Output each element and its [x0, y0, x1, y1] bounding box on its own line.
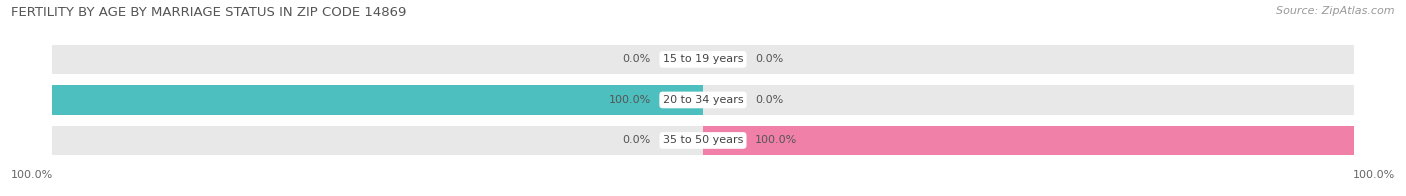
- Text: 0.0%: 0.0%: [623, 135, 651, 145]
- Text: 0.0%: 0.0%: [755, 95, 783, 105]
- Bar: [52, 45, 703, 74]
- Bar: [52, 85, 703, 114]
- Text: 100.0%: 100.0%: [11, 170, 53, 180]
- Text: 100.0%: 100.0%: [609, 95, 651, 105]
- Bar: [703, 126, 1354, 155]
- Text: 35 to 50 years: 35 to 50 years: [662, 135, 744, 145]
- Text: Source: ZipAtlas.com: Source: ZipAtlas.com: [1277, 6, 1395, 16]
- Text: FERTILITY BY AGE BY MARRIAGE STATUS IN ZIP CODE 14869: FERTILITY BY AGE BY MARRIAGE STATUS IN Z…: [11, 6, 406, 19]
- Bar: [703, 45, 1354, 74]
- Text: 100.0%: 100.0%: [1353, 170, 1395, 180]
- Text: 0.0%: 0.0%: [755, 54, 783, 64]
- Text: 20 to 34 years: 20 to 34 years: [662, 95, 744, 105]
- Bar: [703, 126, 1354, 155]
- Bar: [52, 85, 703, 114]
- Text: 0.0%: 0.0%: [623, 54, 651, 64]
- Text: 100.0%: 100.0%: [755, 135, 797, 145]
- Bar: [703, 85, 1354, 114]
- Bar: [52, 126, 703, 155]
- Text: 15 to 19 years: 15 to 19 years: [662, 54, 744, 64]
